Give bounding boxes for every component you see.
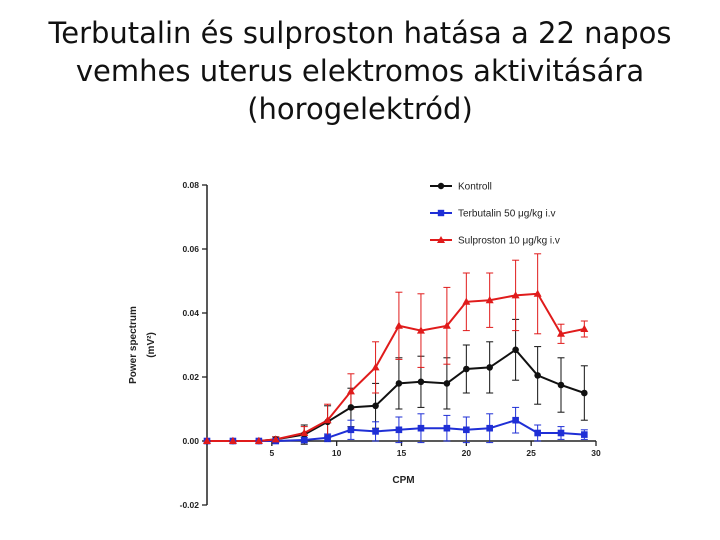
data-point-circle bbox=[486, 364, 493, 371]
y-tick-label: 0.08 bbox=[182, 180, 199, 190]
data-point-triangle bbox=[371, 363, 380, 371]
data-point-square bbox=[463, 426, 470, 434]
data-point-square bbox=[534, 429, 541, 437]
data-point-triangle bbox=[346, 387, 355, 395]
data-point-circle bbox=[372, 402, 379, 410]
y-tick-label: 0.06 bbox=[182, 244, 199, 254]
data-point-square bbox=[512, 416, 519, 424]
data-point-square bbox=[300, 436, 308, 444]
data-point-square bbox=[372, 428, 379, 435]
data-point-triangle bbox=[394, 321, 403, 329]
y-tick-label: 0.04 bbox=[182, 308, 199, 318]
y-tick-label: 0.02 bbox=[182, 372, 199, 382]
data-point-square bbox=[581, 431, 588, 438]
y-axis-unit: (mV²) bbox=[146, 332, 157, 358]
data-point-square bbox=[417, 424, 425, 432]
data-point-circle bbox=[557, 381, 565, 389]
data-point-triangle bbox=[511, 291, 520, 299]
slide-title-line-3: (horogelektród) bbox=[247, 92, 473, 126]
data-point-triangle bbox=[556, 329, 565, 337]
data-point-square bbox=[324, 434, 331, 442]
data-point-circle bbox=[443, 380, 451, 387]
legend-label-circle: Kontroll bbox=[458, 182, 492, 193]
data-point-triangle bbox=[442, 321, 451, 329]
x-tick-label: 10 bbox=[332, 448, 342, 458]
data-point-circle bbox=[534, 372, 541, 379]
legend-marker-circle bbox=[437, 182, 445, 190]
data-point-circle bbox=[463, 365, 470, 373]
data-point-triangle bbox=[485, 296, 494, 304]
error-bars bbox=[272, 253, 588, 445]
x-tick-label: 5 bbox=[269, 448, 274, 458]
data-point-triangle bbox=[254, 436, 263, 444]
data-point-circle bbox=[347, 404, 355, 411]
series-line-triangle bbox=[207, 292, 585, 442]
legend-marker-triangle bbox=[437, 236, 445, 243]
data-point-triangle bbox=[533, 289, 542, 297]
data-point-square bbox=[486, 424, 493, 432]
legend: Kontroll Terbutalin 50 μg/kg i.v Sulprosto… bbox=[430, 182, 560, 247]
series-lines bbox=[207, 292, 585, 442]
y-tick-label: -0.02 bbox=[180, 500, 200, 510]
data-point-circle bbox=[581, 389, 588, 397]
legend-label-triangle: Sulproston 10 μg/kg i.v bbox=[458, 236, 560, 247]
data-point-triangle bbox=[416, 326, 425, 334]
data-point-square bbox=[443, 424, 451, 432]
slide-title-line-2: vemhes uterus elektromos aktivitására bbox=[75, 54, 645, 88]
data-point-triangle bbox=[228, 436, 237, 444]
x-tick-label: 30 bbox=[591, 448, 601, 458]
x-axis-title: CPM bbox=[392, 475, 414, 486]
data-point-triangle bbox=[580, 324, 589, 332]
data-point-square bbox=[347, 426, 355, 434]
data-point-triangle bbox=[271, 435, 280, 443]
y-axis-title: Power spectrum bbox=[128, 306, 139, 384]
slide-title-line-1: Terbutalin és sulproston hatása a 22 nap… bbox=[48, 16, 672, 50]
x-tick-label: 20 bbox=[462, 448, 472, 458]
legend-marker-square bbox=[437, 209, 445, 217]
data-point-triangle bbox=[462, 297, 471, 305]
data-point-circle bbox=[395, 380, 403, 387]
data-point-square bbox=[395, 426, 403, 434]
data-point-square bbox=[557, 429, 565, 437]
slide-title: Terbutalin és sulproston hatása a 22 nap… bbox=[0, 14, 720, 128]
x-tick-label: 25 bbox=[526, 448, 536, 458]
series-markers bbox=[203, 289, 589, 445]
data-point-circle bbox=[417, 378, 425, 386]
data-point-circle bbox=[512, 346, 519, 354]
y-tick-label: 0.00 bbox=[182, 436, 199, 446]
data-point-triangle bbox=[203, 436, 211, 444]
axes: -0.02 0.00 0.02 0.04 0.06 0.08 5 10 15 20 25 30 CPM P… bbox=[128, 180, 601, 510]
data-point-triangle bbox=[323, 416, 332, 424]
data-point-triangle bbox=[300, 428, 309, 436]
legend-label-square: Terbutalin 50 μg/kg i.v bbox=[458, 209, 555, 220]
x-tick-label: 15 bbox=[397, 448, 407, 458]
